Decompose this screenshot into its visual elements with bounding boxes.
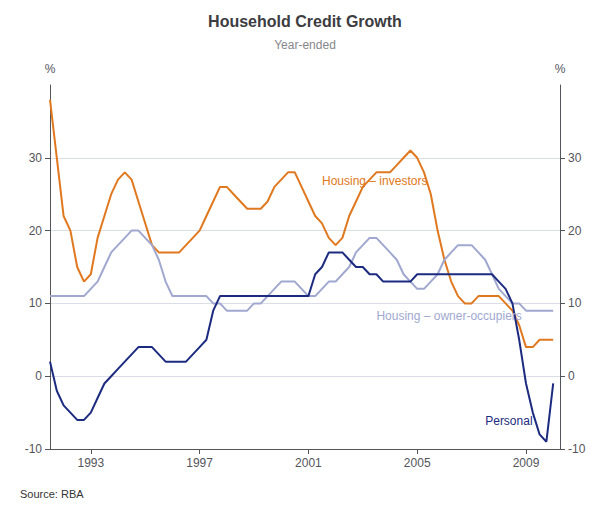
svg-text:Personal: Personal bbox=[485, 414, 532, 428]
svg-text:30: 30 bbox=[29, 151, 43, 165]
svg-text:20: 20 bbox=[29, 224, 43, 238]
svg-text:Source: RBA: Source: RBA bbox=[20, 488, 84, 500]
svg-text:0: 0 bbox=[35, 369, 42, 383]
svg-text:20: 20 bbox=[568, 224, 582, 238]
svg-text:1993: 1993 bbox=[77, 456, 104, 470]
svg-text:Housing – owner-occupiers: Housing – owner-occupiers bbox=[376, 309, 521, 323]
svg-text:%: % bbox=[45, 62, 56, 76]
svg-text:Household Credit Growth: Household Credit Growth bbox=[208, 13, 402, 30]
svg-text:1997: 1997 bbox=[186, 456, 213, 470]
svg-text:2009: 2009 bbox=[513, 456, 540, 470]
svg-text:-10: -10 bbox=[568, 442, 586, 456]
svg-text:10: 10 bbox=[568, 296, 582, 310]
svg-text:2001: 2001 bbox=[295, 456, 322, 470]
svg-text:30: 30 bbox=[568, 151, 582, 165]
svg-text:0: 0 bbox=[568, 369, 575, 383]
svg-text:%: % bbox=[555, 62, 566, 76]
svg-text:-10: -10 bbox=[25, 442, 43, 456]
svg-text:Year-ended: Year-ended bbox=[274, 38, 336, 52]
svg-text:Housing – investors: Housing – investors bbox=[322, 174, 427, 188]
svg-text:2005: 2005 bbox=[404, 456, 431, 470]
svg-text:10: 10 bbox=[29, 296, 43, 310]
